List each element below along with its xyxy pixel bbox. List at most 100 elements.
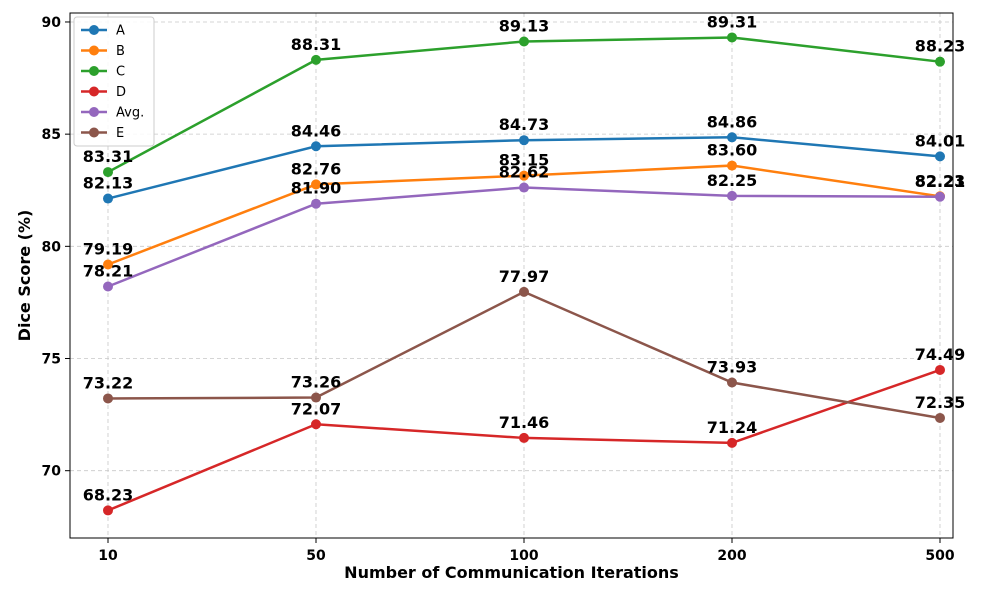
data-point: [727, 437, 737, 448]
y-tick-label: 85: [42, 127, 61, 143]
data-point: [103, 505, 113, 516]
data-point: [519, 182, 529, 193]
y-tick-label: 70: [42, 464, 62, 480]
legend-marker: [89, 66, 99, 76]
data-label: 82.25: [707, 171, 758, 190]
data-point: [519, 135, 529, 146]
data-point: [103, 167, 113, 178]
data-label: 74.49: [915, 345, 966, 364]
legend-marker: [89, 86, 99, 97]
data-label: 82.21: [915, 172, 966, 191]
data-label: 78.21: [83, 261, 134, 280]
data-point: [935, 151, 945, 162]
legend-label: E: [116, 126, 124, 141]
legend-label: C: [116, 65, 125, 80]
data-point: [935, 56, 945, 67]
data-point: [519, 432, 529, 443]
legend-entry: C: [81, 65, 125, 80]
legend-entry: E: [81, 126, 124, 141]
x-tick-label: 50: [306, 548, 326, 564]
data-label: 71.24: [707, 418, 758, 437]
data-label: 84.86: [707, 112, 758, 131]
legend-marker: [89, 45, 99, 56]
data-label: 73.26: [291, 373, 342, 392]
data-label: 73.22: [83, 373, 134, 392]
data-point: [103, 393, 113, 404]
data-point: [519, 36, 529, 47]
legend-marker: [89, 107, 99, 117]
data-label: 73.93: [707, 358, 758, 377]
series-c: [103, 32, 945, 178]
legend-marker: [89, 25, 99, 35]
x-tick-label: 200: [717, 548, 746, 564]
series-e: [103, 286, 945, 423]
data-point: [103, 193, 113, 204]
data-point: [311, 419, 321, 430]
data-point: [519, 170, 529, 181]
axes: 70 75 80 85 90 10 50 100 200 500: [42, 12, 955, 564]
legend-label: A: [116, 24, 125, 39]
data-point: [519, 286, 529, 297]
data-labels: 82.13 84.46 84.73 84.86 84.01 79.19 82.76 83.15…: [83, 12, 966, 504]
data-point: [311, 179, 321, 190]
legend-label: Avg.: [116, 106, 144, 121]
data-point: [727, 190, 737, 201]
data-label: 84.46: [291, 121, 342, 140]
data-label: 68.23: [83, 485, 134, 504]
legend-entry: Avg.: [81, 106, 144, 121]
data-point: [311, 141, 321, 152]
x-tick-label: 500: [925, 548, 954, 564]
data-label: 79.19: [83, 240, 134, 259]
data-point: [935, 364, 945, 375]
data-point: [311, 54, 321, 65]
legend-box: [73, 16, 155, 147]
series-layer: [103, 32, 945, 516]
data-point: [727, 132, 737, 143]
data-label: 82.23: [915, 171, 966, 190]
legend-entry: B: [81, 44, 125, 59]
data-label: 84.73: [499, 115, 550, 134]
data-label: 83.31: [83, 147, 134, 166]
data-point: [727, 32, 737, 43]
data-label: 84.01: [915, 131, 966, 150]
data-point: [103, 281, 113, 292]
data-point: [935, 191, 945, 202]
data-point: [311, 198, 321, 209]
legend-label: D: [116, 85, 126, 100]
data-point: [935, 412, 945, 423]
data-label: 88.23: [915, 37, 966, 56]
data-label: 81.90: [291, 179, 342, 198]
y-axis-title: Dice Score (%): [15, 210, 34, 342]
legend-entry: D: [81, 85, 126, 100]
data-label: 89.13: [499, 16, 550, 35]
data-label: 72.07: [291, 399, 342, 418]
data-label: 72.35: [915, 393, 966, 412]
legend-marker: [89, 127, 99, 138]
y-tick-label: 80: [42, 239, 62, 255]
data-label: 71.46: [499, 413, 550, 432]
data-point: [727, 160, 737, 171]
data-point: [311, 392, 321, 403]
data-point: [103, 259, 113, 270]
data-point: [727, 377, 737, 388]
x-tick-label: 10: [98, 548, 118, 564]
series-a: [103, 132, 945, 204]
x-tick-label: 100: [509, 548, 538, 564]
legend-entry: A: [81, 24, 125, 39]
x-axis-title: Number of Communication Iterations: [344, 563, 679, 582]
data-label: 83.15: [499, 151, 550, 170]
y-tick-label: 90: [42, 15, 62, 31]
data-label: 77.97: [499, 267, 550, 286]
series-d: [103, 364, 945, 516]
data-label: 82.62: [499, 163, 550, 182]
legend-label: B: [116, 44, 125, 59]
data-label: 89.31: [707, 12, 758, 31]
plot-frame: [69, 12, 954, 539]
series-avg: [103, 182, 945, 292]
data-label: 82.76: [291, 159, 342, 178]
data-label: 83.60: [707, 141, 758, 160]
y-tick-label: 75: [42, 352, 61, 368]
data-label: 82.13: [83, 174, 134, 193]
